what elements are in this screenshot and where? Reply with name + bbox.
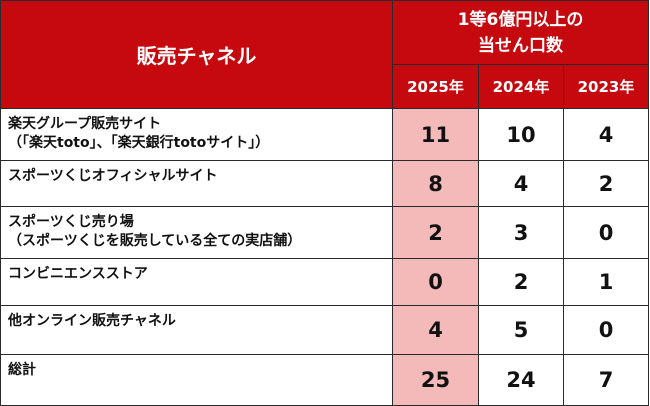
row-label-line2: （スポーツくじを販売している全ての実店舗） [8, 233, 302, 249]
row-label-line1: 他オンライン販売チャネル [8, 313, 176, 329]
value-2023: 1 [562, 258, 650, 306]
table-row: 楽天グループ販売サイト （「楽天toto」、「楽天銀行totoサイト」） 11 … [0, 108, 650, 161]
row-label-line1: スポーツくじ売り場 [8, 214, 134, 230]
table-row: コンビニエンスストア 0 2 1 [0, 258, 650, 306]
year-header-2025: 2025年 [392, 64, 479, 109]
row-label-line1: 楽天グループ販売サイト [8, 116, 162, 132]
value-2024: 4 [478, 160, 564, 207]
value-2025: 2 [392, 206, 479, 259]
row-label: コンビニエンスストア [0, 258, 393, 306]
row-label-line1: コンビニエンスストア [8, 266, 148, 282]
value-2024: 24 [478, 354, 564, 406]
table-row: スポーツくじ売り場 （スポーツくじを販売している全ての実店舗） 2 3 0 [0, 206, 650, 259]
metric-header-line2: 当せん口数 [478, 35, 563, 56]
value-2025: 0 [392, 258, 479, 306]
value-2023: 0 [562, 305, 650, 355]
table-row: スポーツくじオフィシャルサイト 8 4 2 [0, 160, 650, 207]
value-2023: 0 [562, 206, 650, 259]
row-label-line1: 総計 [8, 362, 36, 378]
value-2025: 8 [392, 160, 479, 207]
value-2024: 2 [478, 258, 564, 306]
value-2023: 4 [562, 108, 650, 161]
value-2023: 7 [562, 354, 650, 406]
row-label: 他オンライン販売チャネル [0, 305, 393, 355]
value-2025: 11 [392, 108, 479, 161]
row-label: スポーツくじオフィシャルサイト [0, 160, 393, 207]
table-row-total: 総計 25 24 7 [0, 354, 650, 406]
row-label-line1: スポーツくじオフィシャルサイト [8, 168, 218, 184]
row-label-line2: （「楽天toto」、「楽天銀行totoサイト」） [8, 135, 270, 151]
metric-header-line1: 1等6億円以上の [457, 9, 584, 30]
row-label: 総計 [0, 354, 393, 406]
year-header-2024: 2024年 [478, 64, 564, 109]
row-label: 楽天グループ販売サイト （「楽天toto」、「楽天銀行totoサイト」） [0, 108, 393, 161]
value-2024: 10 [478, 108, 564, 161]
value-2024: 5 [478, 305, 564, 355]
year-header-2023: 2023年 [562, 64, 650, 109]
value-2025: 4 [392, 305, 479, 355]
row-label: スポーツくじ売り場 （スポーツくじを販売している全ての実店舗） [0, 206, 393, 259]
channel-header: 販売チャネル [0, 0, 393, 109]
value-2023: 2 [562, 160, 650, 207]
value-2024: 3 [478, 206, 564, 259]
value-2025: 25 [392, 354, 479, 406]
metric-header: 1等6億円以上の 当せん口数 [391, 0, 650, 65]
table-row: 他オンライン販売チャネル 4 5 0 [0, 305, 650, 355]
